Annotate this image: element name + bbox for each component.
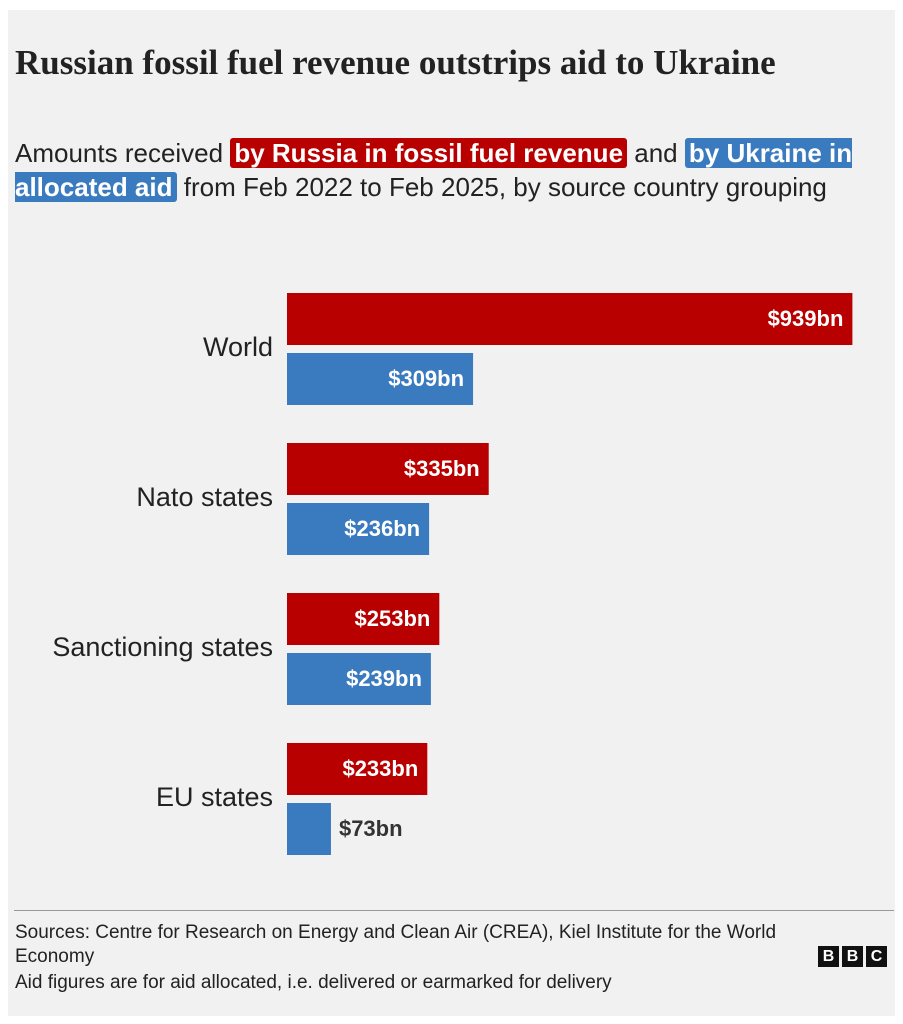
bar <box>287 593 440 645</box>
sources: Sources: Centre for Research on Energy a… <box>15 922 777 967</box>
data-label: $309bn <box>388 366 464 391</box>
legend-entry: by Russia in fossil fuel revenue <box>230 138 628 168</box>
chart-title: Russian fossil fuel revenue outstrips ai… <box>15 43 776 82</box>
data-label: $239bn <box>346 666 422 691</box>
bar <box>287 293 853 345</box>
note: Aid figures are for aid allocated, i.e. … <box>15 972 612 993</box>
data-label: $236bn <box>344 516 420 541</box>
y-tick-label: Nato states <box>136 482 273 512</box>
bar <box>287 653 431 705</box>
logo: B B C <box>818 946 887 967</box>
logo-letter: C <box>866 946 887 967</box>
data-label: $73bn <box>339 816 403 841</box>
subtitle-text: and <box>634 138 678 168</box>
data-label: $253bn <box>355 606 431 631</box>
bar <box>287 743 428 795</box>
bar <box>287 353 474 405</box>
logo-letter: B <box>818 946 839 967</box>
data-label: $233bn <box>342 756 418 781</box>
subtitle-text: from Feb 2022 to Feb 2025, by source cou… <box>183 172 827 202</box>
subtitle-text: Amounts received <box>15 138 224 168</box>
y-tick-label: EU states <box>156 782 273 812</box>
bar <box>287 503 430 555</box>
separator <box>14 910 894 911</box>
data-label: $335bn <box>404 456 480 481</box>
bar <box>287 803 331 855</box>
data-label: $939bn <box>768 306 844 331</box>
bar <box>287 443 489 495</box>
subtitle: Amounts received by Russia in fossil fue… <box>15 136 885 204</box>
y-tick-label: Sanctioning states <box>52 632 273 662</box>
y-tick-label: World <box>203 332 273 362</box>
logo-letter: B <box>842 946 863 967</box>
